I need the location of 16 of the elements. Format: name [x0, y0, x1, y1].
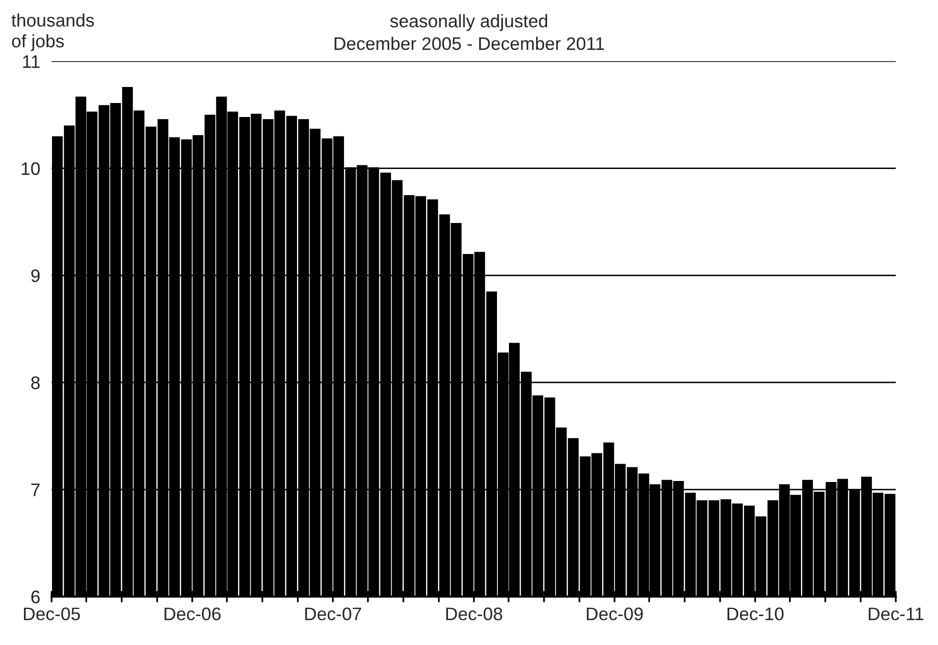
- chart-subtitle: December 2005 - December 2011: [334, 36, 604, 50]
- chart-title: seasonally adjusted: [390, 14, 548, 31]
- x-tick-label: Dec-07: [305, 608, 362, 620]
- y-tick-label: 11: [23, 55, 40, 68]
- x-tick-label: Dec-11: [868, 608, 924, 620]
- y-tick-label: 10: [22, 162, 40, 176]
- y-tick-label: 8: [31, 376, 40, 390]
- y-tick-label: 9: [31, 269, 40, 282]
- x-tick-label: Dec-09: [586, 608, 643, 620]
- x-tick-label: Dec-08: [446, 608, 502, 620]
- x-tick-label: Dec-06: [164, 608, 221, 620]
- y-tick-label: 7: [31, 484, 40, 496]
- y-tick-label: 6: [31, 590, 40, 604]
- y-axis-title: thousands of jobs: [12, 13, 94, 52]
- x-tick-label: Dec-10: [728, 608, 784, 620]
- x-tick-label: Dec-05: [24, 608, 80, 620]
